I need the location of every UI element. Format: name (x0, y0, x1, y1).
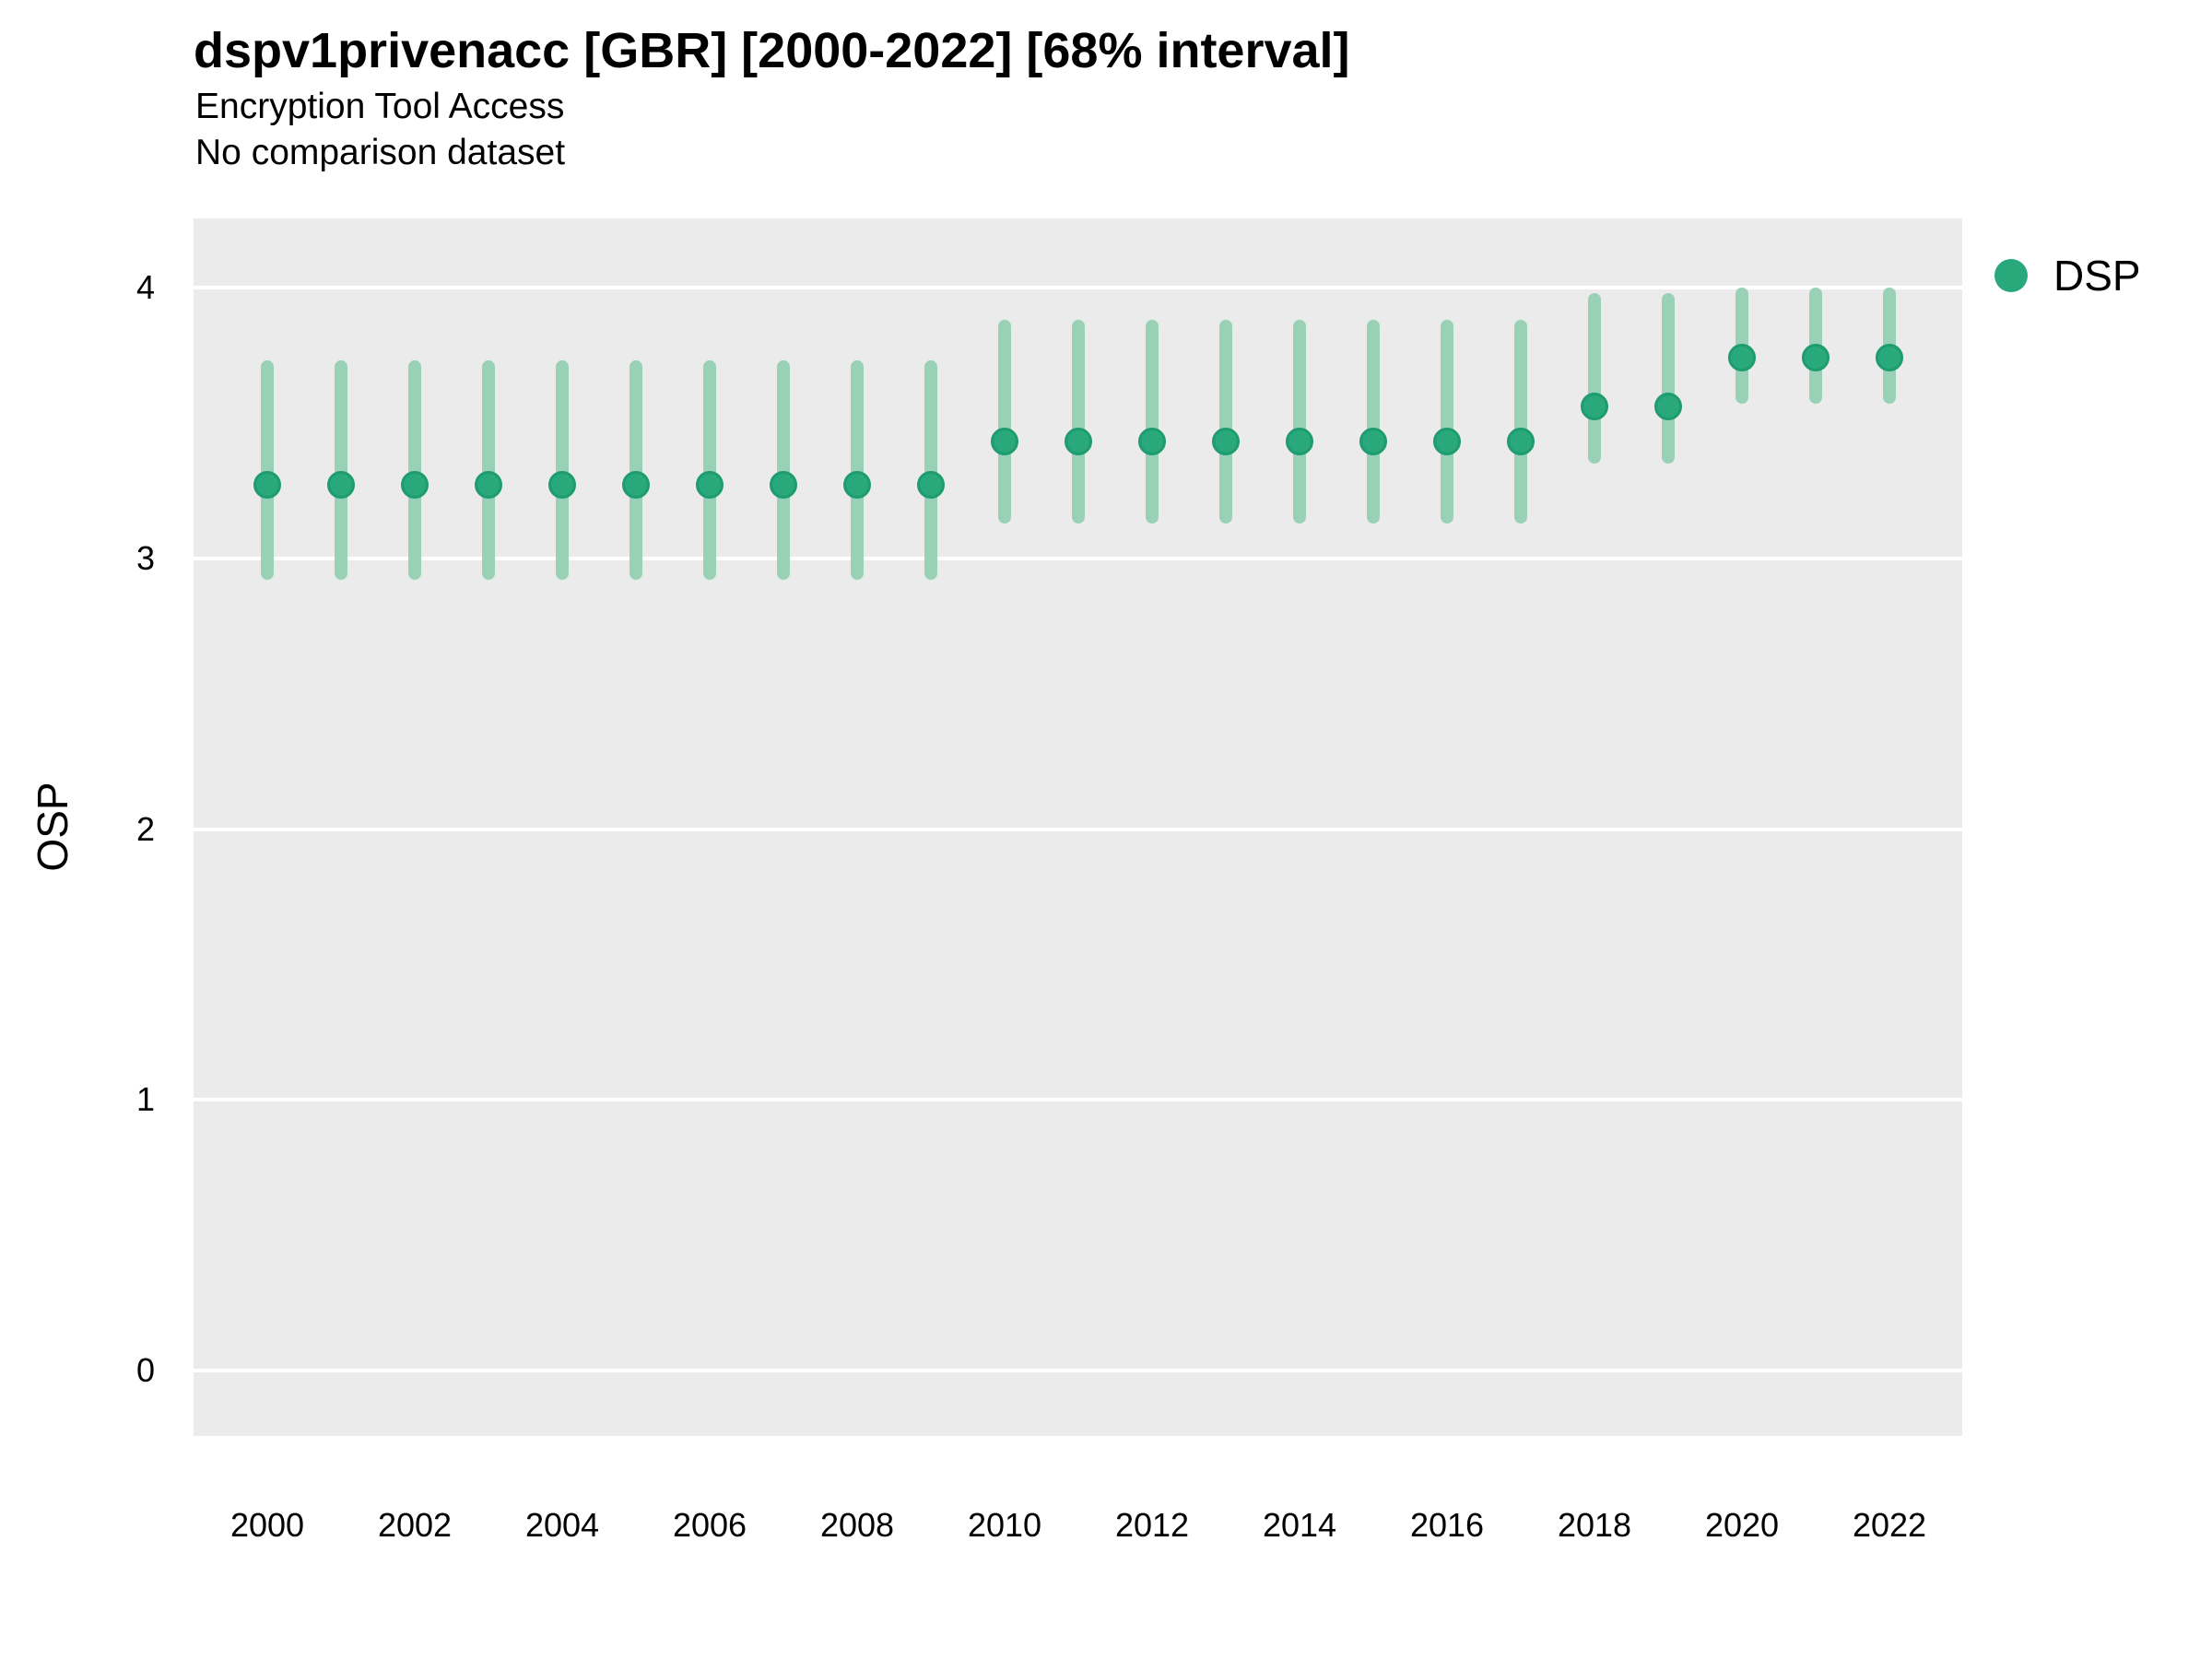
data-point-2014 (1286, 428, 1313, 456)
page-subtitle: Encryption Tool Access (195, 87, 565, 126)
data-point-2009 (917, 471, 945, 500)
legend-swatch-dsp (1994, 259, 2028, 292)
data-point-2020 (1728, 344, 1756, 372)
x-tick-label-2018: 2018 (1557, 1506, 1632, 1544)
x-tick-label-2020: 2020 (1704, 1506, 1780, 1544)
gridline-y-3 (194, 556, 1962, 560)
error-bar-2009 (924, 360, 937, 581)
error-bar-2017 (1514, 320, 1527, 524)
error-bar-2003 (482, 360, 495, 581)
error-bar-2006 (703, 360, 716, 581)
error-bar-2002 (408, 360, 421, 581)
data-point-2003 (475, 471, 502, 500)
data-point-2021 (1802, 344, 1830, 372)
gridline-y-1 (194, 1098, 1962, 1102)
gridline-y-0 (194, 1369, 1962, 1372)
x-tick-label-2002: 2002 (377, 1506, 453, 1544)
error-bar-2011 (1072, 320, 1085, 524)
data-point-2012 (1138, 428, 1166, 456)
data-point-2000 (253, 471, 281, 500)
error-bar-2019 (1662, 292, 1675, 464)
gridline-y-2 (194, 827, 1962, 831)
y-tick-label-1: 1 (135, 1080, 155, 1119)
data-point-2019 (1654, 393, 1682, 421)
data-point-2006 (696, 471, 724, 500)
x-tick-label-2000: 2000 (229, 1506, 305, 1544)
comparison-note: No comparison dataset (195, 133, 566, 172)
x-tick-label-2016: 2016 (1409, 1506, 1485, 1544)
error-bar-2012 (1146, 320, 1159, 524)
data-point-2004 (548, 471, 576, 500)
page-title: dspv1privenacc [GBR] [2000-2022] [68% in… (194, 23, 1350, 78)
data-point-2017 (1507, 428, 1535, 456)
error-bar-2004 (556, 360, 569, 581)
error-bar-2014 (1293, 320, 1306, 524)
error-bar-2000 (261, 360, 274, 581)
error-bar-2016 (1441, 320, 1453, 524)
error-bar-2008 (851, 360, 864, 581)
x-tick-label-2006: 2006 (672, 1506, 747, 1544)
legend-label: DSP (2053, 252, 2141, 300)
y-tick-label-4: 4 (135, 268, 155, 306)
x-tick-label-2014: 2014 (1262, 1506, 1337, 1544)
error-bar-2010 (998, 320, 1011, 524)
data-point-2001 (327, 471, 355, 500)
data-point-2002 (401, 471, 429, 500)
data-point-2005 (622, 471, 650, 500)
x-tick-label-2012: 2012 (1114, 1506, 1190, 1544)
data-point-2016 (1433, 428, 1461, 456)
data-point-2015 (1359, 428, 1387, 456)
error-bar-2013 (1219, 320, 1232, 524)
error-bar-2007 (777, 360, 790, 581)
y-tick-label-3: 3 (135, 538, 155, 577)
x-tick-label-2010: 2010 (967, 1506, 1042, 1544)
error-bar-2015 (1367, 320, 1380, 524)
data-point-2010 (991, 428, 1018, 456)
x-tick-label-2004: 2004 (524, 1506, 600, 1544)
error-bar-2018 (1588, 292, 1601, 464)
error-bar-2005 (629, 360, 642, 581)
data-point-2018 (1581, 393, 1608, 421)
data-point-2007 (770, 471, 797, 500)
data-point-2011 (1065, 428, 1092, 456)
x-tick-label-2022: 2022 (1852, 1506, 1927, 1544)
data-point-2022 (1876, 344, 1903, 372)
gridline-y-4 (194, 286, 1962, 289)
y-tick-label-0: 0 (135, 1351, 155, 1389)
data-point-2013 (1212, 428, 1240, 456)
y-axis-title: OSP (29, 782, 76, 872)
legend: DSP (1994, 252, 2141, 300)
error-bar-2001 (335, 360, 347, 581)
y-tick-label-2: 2 (135, 809, 155, 848)
data-point-2008 (843, 471, 871, 500)
x-tick-label-2008: 2008 (819, 1506, 895, 1544)
